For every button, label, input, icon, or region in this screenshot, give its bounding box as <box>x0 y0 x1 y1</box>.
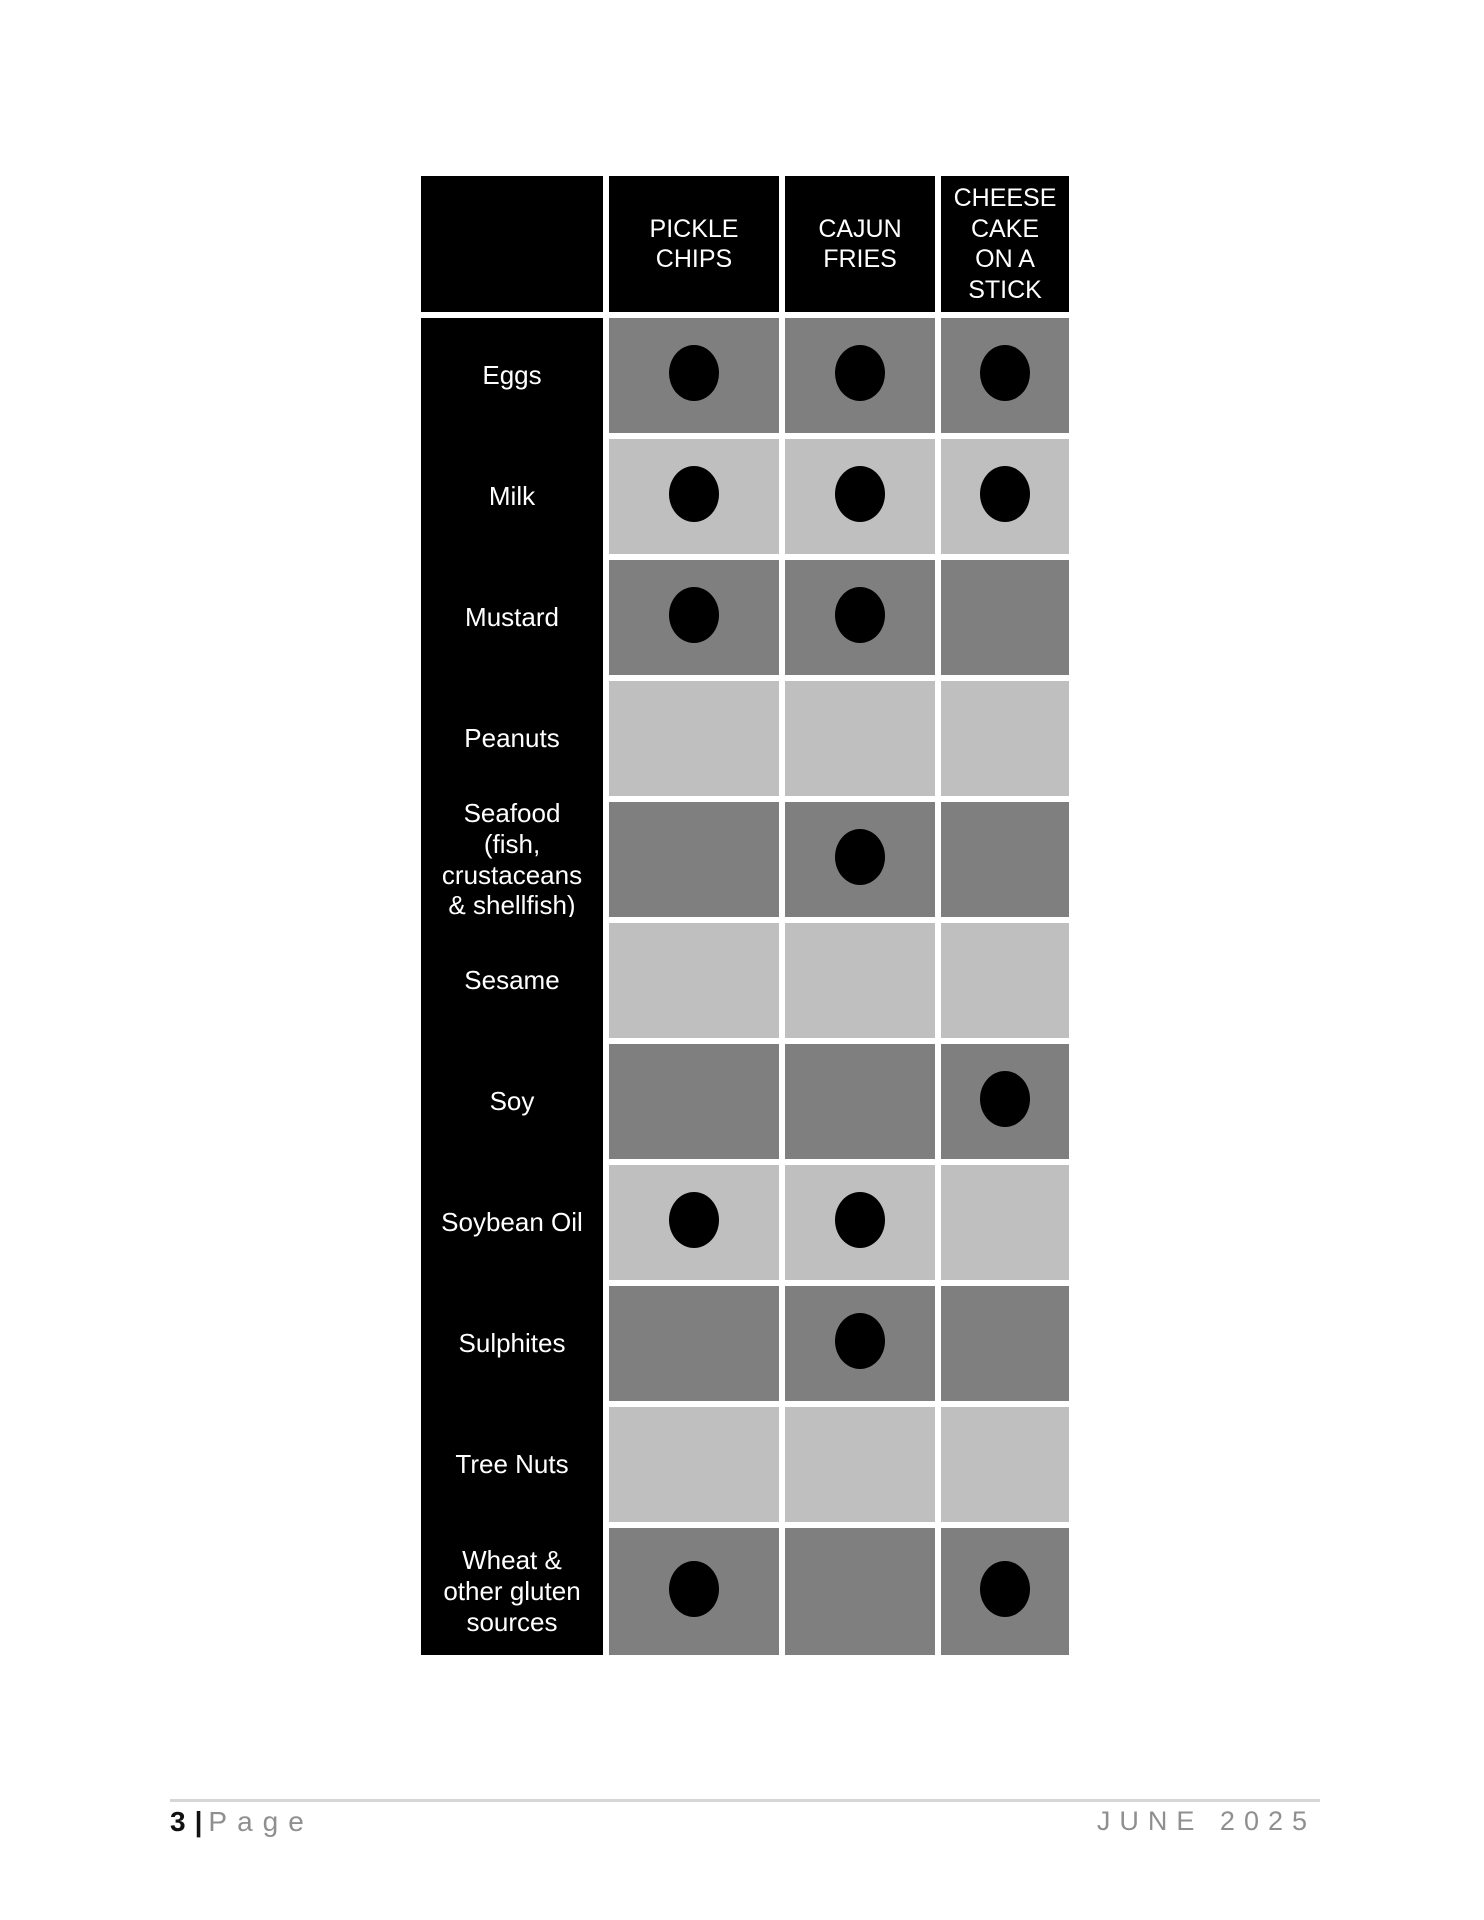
row-label-wheat-other-gluten-sources: Wheat & other gluten sources <box>421 1528 603 1655</box>
allergen-present-dot <box>835 586 885 643</box>
matrix-cell-peanuts-pickle-chips <box>609 681 779 796</box>
matrix-cell-milk-pickle-chips <box>609 439 779 554</box>
matrix-cell-mustard-cajun-fries <box>785 560 935 675</box>
row-label-mustard: Mustard <box>421 560 603 681</box>
allergen-present-dot <box>835 344 885 401</box>
matrix-cell-eggs-pickle-chips <box>609 318 779 433</box>
allergen-present-dot <box>980 1560 1030 1617</box>
row-label-soy: Soy <box>421 1044 603 1165</box>
allergen-present-dot <box>980 465 1030 522</box>
matrix-cell-sesame-pickle-chips <box>609 923 779 1038</box>
allergen-present-dot <box>835 828 885 885</box>
matrix-cell-wheat-other-gluten-sources-pickle-chips <box>609 1528 779 1655</box>
footer-page-label: 3 | Page <box>170 1806 314 1838</box>
matrix-cell-eggs-cheese-cake-on-a-stick <box>941 318 1069 433</box>
row-label-seafood-fish-crustaceans-shellfish: Seafood (fish, crustaceans & shellfish) <box>421 798 603 923</box>
allergen-present-dot <box>669 1560 719 1617</box>
row-label-eggs: Eggs <box>421 318 603 439</box>
matrix-cell-seafood-fish-crustaceans-shellfish-cheese-cake-on-a-stick <box>941 802 1069 917</box>
matrix-cell-sesame-cheese-cake-on-a-stick <box>941 923 1069 1038</box>
column-header-cajun-fries: CAJUN FRIES <box>785 176 935 312</box>
matrix-cell-milk-cajun-fries <box>785 439 935 554</box>
matrix-cell-peanuts-cajun-fries <box>785 681 935 796</box>
matrix-cell-soybean-oil-pickle-chips <box>609 1165 779 1280</box>
page-number: 3 <box>170 1806 187 1837</box>
allergen-present-dot <box>835 465 885 522</box>
matrix-cell-soybean-oil-cajun-fries <box>785 1165 935 1280</box>
row-label-peanuts: Peanuts <box>421 681 603 802</box>
matrix-cell-sulphites-cajun-fries <box>785 1286 935 1401</box>
matrix-cell-soybean-oil-cheese-cake-on-a-stick <box>941 1165 1069 1280</box>
row-label-soybean-oil: Soybean Oil <box>421 1165 603 1286</box>
row-label-tree-nuts: Tree Nuts <box>421 1407 603 1528</box>
allergen-present-dot <box>980 1070 1030 1127</box>
allergen-matrix-table: PICKLE CHIPS CAJUN FRIES CHEESE CAKE ON A … <box>421 176 1069 1655</box>
column-header-cheese-cake-on-a-stick: CHEESE CAKE ON A STICK <box>941 176 1069 312</box>
matrix-cell-eggs-cajun-fries <box>785 318 935 433</box>
matrix-cell-sesame-cajun-fries <box>785 923 935 1038</box>
matrix-cell-soy-cajun-fries <box>785 1044 935 1159</box>
matrix-cell-seafood-fish-crustaceans-shellfish-pickle-chips <box>609 802 779 917</box>
footer-separator: | <box>194 1806 203 1837</box>
matrix-cell-mustard-pickle-chips <box>609 560 779 675</box>
matrix-cell-soy-cheese-cake-on-a-stick <box>941 1044 1069 1159</box>
allergen-present-dot <box>669 465 719 522</box>
matrix-cell-tree-nuts-cheese-cake-on-a-stick <box>941 1407 1069 1522</box>
allergen-present-dot <box>835 1312 885 1369</box>
footer-divider <box>170 1799 1320 1802</box>
row-label-sulphites: Sulphites <box>421 1286 603 1407</box>
column-header-pickle-chips: PICKLE CHIPS <box>609 176 779 312</box>
allergen-present-dot <box>669 344 719 401</box>
matrix-cell-wheat-other-gluten-sources-cajun-fries <box>785 1528 935 1655</box>
matrix-cell-wheat-other-gluten-sources-cheese-cake-on-a-stick <box>941 1528 1069 1655</box>
matrix-cell-peanuts-cheese-cake-on-a-stick <box>941 681 1069 796</box>
allergen-present-dot <box>669 1191 719 1248</box>
matrix-cell-tree-nuts-pickle-chips <box>609 1407 779 1522</box>
row-label-sesame: Sesame <box>421 923 603 1044</box>
footer-page-word: Page <box>208 1806 314 1837</box>
matrix-cell-seafood-fish-crustaceans-shellfish-cajun-fries <box>785 802 935 917</box>
matrix-cell-soy-pickle-chips <box>609 1044 779 1159</box>
allergen-present-dot <box>835 1191 885 1248</box>
allergen-present-dot <box>669 586 719 643</box>
matrix-cell-mustard-cheese-cake-on-a-stick <box>941 560 1069 675</box>
table-corner-cell <box>421 176 603 312</box>
allergen-present-dot <box>980 344 1030 401</box>
matrix-cell-sulphites-pickle-chips <box>609 1286 779 1401</box>
matrix-cell-milk-cheese-cake-on-a-stick <box>941 439 1069 554</box>
footer-date: JUNE 2025 <box>1096 1806 1316 1836</box>
matrix-cell-sulphites-cheese-cake-on-a-stick <box>941 1286 1069 1401</box>
row-label-milk: Milk <box>421 439 603 560</box>
matrix-cell-tree-nuts-cajun-fries <box>785 1407 935 1522</box>
